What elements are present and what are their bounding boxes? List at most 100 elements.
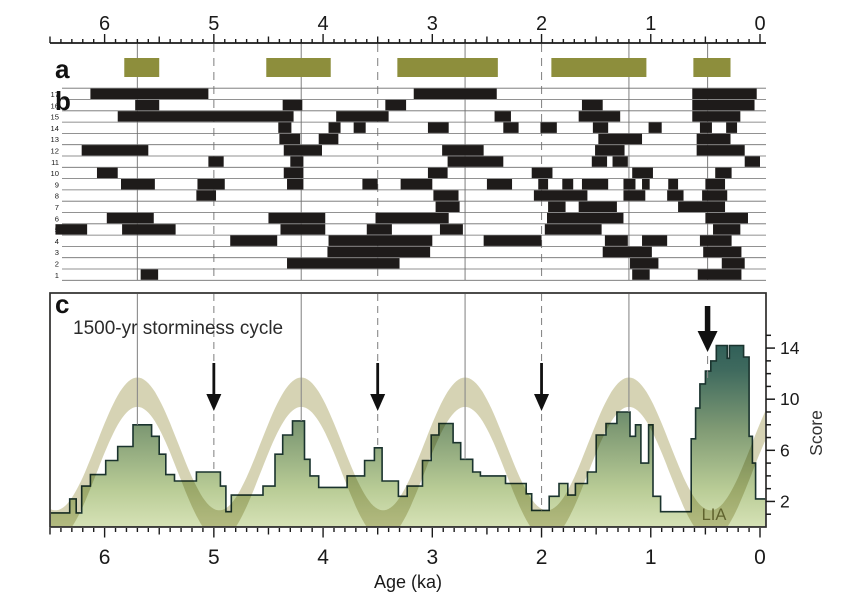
record-presence-bar	[122, 224, 176, 235]
record-presence-bar	[442, 145, 484, 156]
top-axis-tick-label: 5	[208, 13, 219, 35]
score-axis-tick-label: 10	[780, 389, 800, 409]
record-presence-bar	[117, 111, 294, 122]
panel-b-label: b	[55, 86, 71, 116]
record-presence-bar	[483, 235, 542, 246]
record-presence-bar	[696, 145, 745, 156]
record-presence-bar	[538, 179, 549, 190]
record-presence-bar	[705, 212, 748, 224]
record-presence-bar	[400, 179, 433, 190]
record-presence-bar	[632, 269, 650, 280]
record-presence-bar	[290, 156, 304, 167]
cycle-minimum-arrow-head	[206, 394, 222, 411]
record-row-label: 1	[55, 271, 59, 280]
record-presence-bar	[503, 122, 519, 133]
cycle-band	[50, 377, 766, 527]
panel-a-label: a	[55, 54, 70, 84]
record-presence-bar	[336, 111, 389, 122]
score-axis-tick-label: 2	[780, 491, 790, 511]
record-presence-bar	[328, 235, 433, 246]
record-presence-bar	[230, 235, 278, 246]
record-presence-bar	[196, 190, 217, 201]
record-presence-bar	[581, 179, 609, 190]
record-presence-bar	[592, 122, 609, 133]
record-presence-bar	[385, 99, 407, 111]
record-presence-bar	[197, 179, 225, 190]
record-presence-bar	[544, 224, 602, 235]
bottom-axis-tick-label: 3	[426, 546, 438, 569]
record-presence-bar	[648, 122, 662, 133]
bottom-axis-tick-label: 4	[317, 546, 329, 569]
record-row-label: 16	[51, 101, 59, 110]
record-row-label: 12	[51, 147, 59, 156]
record-row-label: 3	[55, 248, 59, 257]
record-presence-bar	[279, 133, 301, 145]
record-presence-bar	[591, 156, 608, 167]
record-presence-bar	[208, 156, 224, 167]
record-presence-bar	[353, 122, 366, 133]
record-presence-bar	[630, 258, 659, 269]
record-presence-bar	[702, 190, 728, 201]
top-axis-tick-label: 3	[427, 13, 438, 35]
bottom-axis-tick-label: 1	[645, 546, 657, 569]
record-presence-bar	[578, 111, 621, 122]
record-presence-bar	[668, 179, 679, 190]
record-presence-bar	[699, 122, 712, 133]
record-presence-bar	[283, 167, 304, 179]
record-presence-bar	[540, 122, 557, 133]
chart-title: 1500-yr storminess cycle	[73, 318, 283, 339]
record-presence-bar	[282, 99, 303, 111]
score-axis-tick-label: 14	[780, 338, 800, 358]
record-presence-bar	[90, 88, 209, 99]
record-presence-bar	[135, 99, 160, 111]
record-row-label: 17	[51, 90, 59, 99]
bottom-age-axis: 6 5 4 3 2 1 0	[49, 528, 766, 569]
record-presence-bar	[427, 167, 448, 179]
record-presence-bar	[280, 224, 326, 235]
bottom-axis-tick-label: 0	[754, 546, 766, 569]
record-presence-bar	[55, 224, 88, 235]
right-score-axis: 2 6 10 14	[766, 334, 800, 515]
panel-c-storminess-plot	[49, 292, 767, 528]
top-axis-tick-label: 2	[536, 13, 547, 35]
record-presence-bar	[106, 212, 154, 224]
record-presence-bar	[283, 145, 322, 156]
record-presence-bar	[375, 212, 449, 224]
lia-annotation: LIA	[702, 506, 727, 524]
record-presence-bar	[140, 269, 159, 280]
storm-period-bar	[693, 58, 731, 77]
storminess-step-outline	[50, 344, 766, 527]
record-presence-bar	[692, 99, 755, 111]
record-presence-bar	[447, 156, 504, 167]
record-presence-bar	[696, 133, 731, 145]
top-axis-tick-label: 4	[318, 13, 329, 35]
top-age-axis: 6 5 4 3 2 1 0	[49, 13, 766, 44]
record-presence-bar	[721, 258, 745, 269]
record-presence-bar	[287, 179, 304, 190]
record-row-label: 15	[51, 113, 59, 122]
storm-period-bar	[124, 58, 160, 77]
cycle-minimum-arrow	[376, 363, 380, 395]
record-presence-bar	[327, 246, 431, 258]
record-presence-bar	[362, 179, 378, 190]
record-row-label: 11	[51, 158, 59, 167]
panel-a-storm-period-bars	[124, 58, 731, 77]
lia-arrow-head	[697, 331, 718, 352]
record-presence-bar	[699, 235, 732, 246]
record-presence-bar	[562, 179, 574, 190]
record-row-label: 8	[55, 192, 59, 201]
cycle-minimum-arrow	[540, 363, 543, 395]
record-row-label: 10	[51, 169, 59, 178]
record-presence-bar	[692, 111, 741, 122]
record-presence-bar	[678, 201, 726, 212]
bottom-axis-tick-label: 6	[99, 546, 111, 569]
record-presence-bar	[96, 167, 118, 179]
record-presence-bar	[433, 190, 459, 201]
cycle-minimum-arrow	[212, 363, 216, 395]
record-presence-bar	[632, 167, 653, 179]
record-row-label: 7	[55, 203, 59, 212]
record-presence-bar	[705, 179, 726, 190]
record-presence-bar	[427, 122, 449, 133]
record-presence-bar	[435, 201, 460, 212]
